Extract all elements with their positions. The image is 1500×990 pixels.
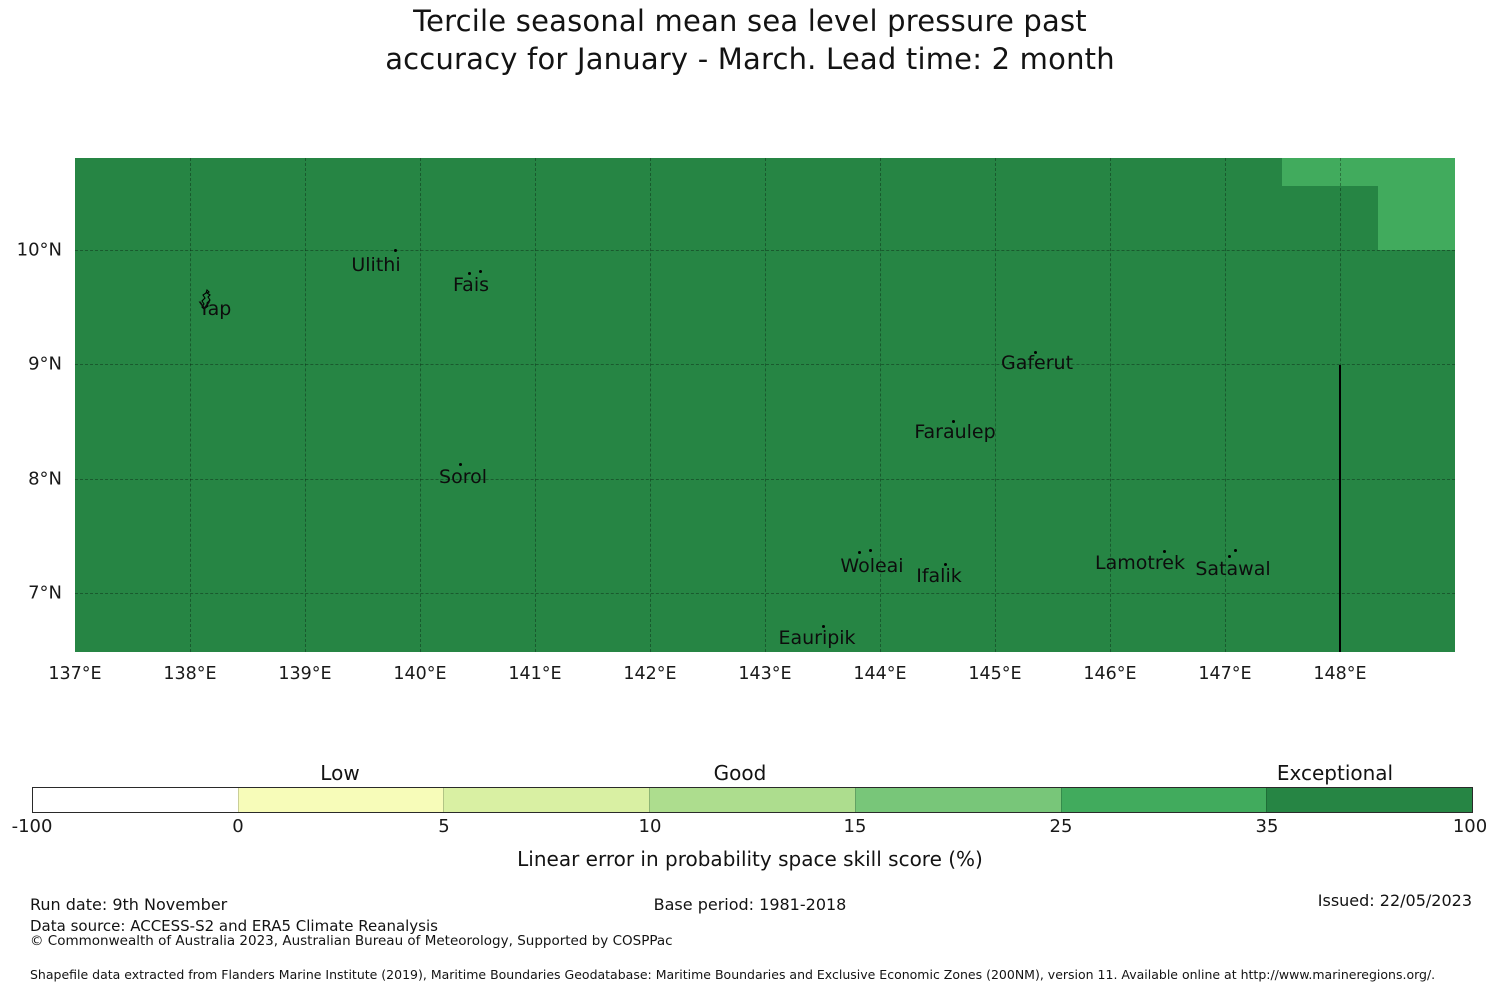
figure-title-line-1: Tercile seasonal mean sea level pressure… [413,4,1087,38]
issued-date-text: Issued: 22/05/2023 [1317,891,1472,910]
x-tick-147e: 147°E [1198,664,1252,684]
island-label-yap: Yap [198,298,232,320]
island-marker-fais [479,270,482,273]
colorbar-tick: 35 [1255,816,1279,837]
moderate-skill-patch-strip [1282,158,1455,186]
x-tick-148e: 148°E [1313,664,1367,684]
x-tick-138e: 138°E [163,664,217,684]
island-label-gaferut: Gaferut [1000,352,1074,374]
x-tick-143e: 143°E [738,664,792,684]
island-marker-ifalik [944,563,947,566]
island-marker-woleai [869,549,872,552]
island-label-lamotrek: Lamotrek [1095,552,1185,574]
gridline-meridian [1225,158,1226,652]
island-marker-lamotrek [1163,550,1166,553]
colorbar-tick: 15 [843,816,867,837]
gridline-meridian [765,158,766,652]
gridline-meridian [995,158,996,652]
yap-island-shape [201,289,211,310]
x-tick-141e: 141°E [508,664,562,684]
gridline-parallel [75,479,1455,480]
island-label-fais: Fais [452,274,490,296]
colorbar-tick: 10 [638,816,662,837]
colorbar-segment [854,788,1061,812]
colorbar-segment [33,788,238,812]
eez-boundary-line [1339,365,1341,652]
gridline-meridian [1110,158,1111,652]
island-label-ulithi: Ulithi [351,254,401,276]
run-date-text: Run date: 9th November [30,895,228,914]
colorbar-segment [443,788,650,812]
x-tick-142e: 142°E [623,664,677,684]
x-tick-146e: 146°E [1083,664,1137,684]
y-tick-9n: 9°N [28,353,62,375]
colorbar-tick: 0 [232,816,244,837]
x-tick-145e: 145°E [968,664,1022,684]
figure-title-line-2: accuracy for January - March. Lead time:… [385,42,1115,76]
island-marker-ulithi [394,249,397,252]
island-marker-satawal [1228,555,1231,558]
colorbar-tick: -100 [11,816,53,837]
y-tick-10n: 10°N [16,239,62,261]
x-tick-137e: 137°E [48,664,102,684]
base-period-text: Base period: 1981-2018 [653,895,847,914]
colorbar-tick: 5 [438,816,450,837]
island-label-sorol: Sorol [439,466,487,488]
data-source-text: Data source: ACCESS-S2 and ERA5 Climate … [30,917,438,935]
shapefile-attribution-text: Shapefile data extracted from Flanders M… [30,967,1436,982]
colorbar-category-exceptional: Exceptional [1276,761,1394,785]
island-marker-woleai [858,551,861,554]
island-marker-faraulep [952,420,955,423]
moderate-skill-patch-block [1378,186,1455,250]
x-tick-139e: 139°E [278,664,332,684]
gridline-meridian [305,158,306,652]
gridline-meridian [190,158,191,652]
island-label-woleai: Woleai [840,555,904,577]
colorbar [32,787,1473,813]
colorbar-segment [1060,788,1267,812]
gridline-meridian [420,158,421,652]
island-marker-eauripik [822,625,825,628]
island-label-faraulep: Faraulep [914,421,996,443]
colorbar-segment [237,788,444,812]
island-marker-gaferut [1034,351,1037,354]
island-label-satawal: Satawal [1195,558,1271,580]
colorbar-segment [1266,788,1473,812]
colorbar-axis-label: Linear error in probability space skill … [517,847,983,871]
colorbar-tick: 25 [1049,816,1073,837]
island-marker-sorol [459,463,462,466]
gridline-parallel [75,364,1455,365]
colorbar-segment [649,788,855,812]
gridline-meridian [535,158,536,652]
island-marker-satawal [1234,549,1237,552]
colorbar-category-good: Good [713,761,767,785]
gridline-parallel [75,593,1455,594]
y-tick-8n: 8°N [28,468,62,490]
copyright-text: © Commonwealth of Australia 2023, Austra… [30,933,673,949]
x-tick-140e: 140°E [393,664,447,684]
gridline-parallel [75,250,1455,251]
gridline-meridian [880,158,881,652]
island-marker-fais [468,272,471,275]
y-tick-7n: 7°N [28,582,62,604]
map-panel: Yap Ulithi Fais Sorol Gaferut Faraulep W… [75,158,1455,652]
x-tick-144e: 144°E [853,664,907,684]
gridline-meridian [650,158,651,652]
island-label-ifalik: Ifalik [916,565,962,587]
colorbar-tick: 100 [1452,816,1488,837]
colorbar-category-low: Low [320,761,360,785]
island-label-eauripik: Eauripik [778,627,856,649]
